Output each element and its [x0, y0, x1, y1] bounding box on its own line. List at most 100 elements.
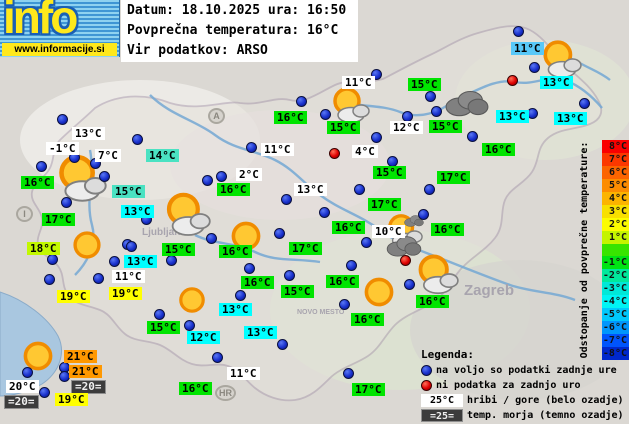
city-label: Zagreb: [464, 282, 515, 299]
station-dot-blue: [126, 241, 137, 252]
station-temp-label: 19°C: [109, 287, 142, 300]
legend-title: Legenda:: [421, 348, 474, 361]
station-temp-label: 19°C: [57, 290, 90, 303]
sun-cloud-icon: [163, 190, 211, 242]
station-temp-label: 16°C: [179, 382, 212, 395]
station-dot-blue: [467, 131, 478, 142]
station-temp-label: 16°C: [241, 276, 274, 289]
header-avg-temp-line: Povprečna temperatura: 16°C: [127, 23, 339, 38]
city-label: NOVO MESTO: [297, 309, 345, 316]
scale-cell: 6°C: [602, 165, 629, 179]
station-temp-label: 13°C: [244, 326, 277, 339]
legend-row-text: na voljo so podatki zadnje ure: [436, 365, 617, 376]
station-temp-label: 21°C: [64, 350, 97, 363]
station-temp-label: 11°C: [261, 143, 294, 156]
station-dot-blue: [529, 62, 540, 73]
country-badge-hr: HR: [215, 385, 236, 401]
scale-cell: 3°C: [602, 204, 629, 218]
station-dot-blue: [57, 114, 68, 125]
sun-icon: [361, 274, 397, 314]
header-info-box: Datum: 18.10.2025 ura: 16:50 Povprečna t…: [121, 0, 358, 62]
station-temp-label: 15°C: [327, 121, 360, 134]
station-temp-label: 12°C: [390, 121, 423, 134]
station-dot-blue: [132, 134, 143, 145]
station-temp-label: 11°C: [511, 42, 544, 55]
legend-row-text: hribi / gore (belo ozadje): [467, 395, 624, 406]
legend-row: ni podatka za zadnjo uro: [421, 378, 624, 393]
station-temp-label: 16°C: [219, 245, 252, 258]
sun-icon: [20, 338, 56, 378]
country-badge-a: A: [208, 108, 225, 124]
legend: Legenda: na voljo so podatki zadnje ure …: [421, 348, 624, 423]
station-temp-label: 13°C: [121, 205, 154, 218]
station-dot-blue: [274, 228, 285, 239]
scale-cell: -3°C: [602, 282, 629, 296]
scale-cell: -5°C: [602, 308, 629, 322]
station-dot-blue: [154, 309, 165, 320]
station-dot-blue: [39, 387, 50, 398]
station-dot-red: [507, 75, 518, 86]
station-temp-label: 11°C: [227, 367, 260, 380]
station-temp-label: 13°C: [219, 303, 252, 316]
station-dot-blue: [284, 270, 295, 281]
legend-blue-dot-icon: [421, 365, 432, 376]
station-dot-blue: [404, 279, 415, 290]
station-temp-label: =20=: [71, 380, 106, 394]
station-temp-label: 16°C: [326, 275, 359, 288]
station-dot-blue: [346, 260, 357, 271]
station-temp-label: 12°C: [187, 331, 220, 344]
legend-white-sample-box: 25°C: [421, 394, 463, 407]
legend-dark-sample-box: =25=: [421, 409, 463, 422]
sun-icon: [176, 284, 208, 320]
sun-cloud-icon: [330, 85, 370, 129]
station-temp-label: 4°C: [352, 145, 378, 158]
station-dot-blue: [93, 273, 104, 284]
station-temp-label: 14°C: [146, 149, 179, 162]
station-temp-label: 11°C: [112, 270, 145, 283]
logo-title: info: [3, 0, 78, 43]
station-temp-label: 16°C: [351, 313, 384, 326]
station-dot-blue: [361, 237, 372, 248]
station-dot-blue: [184, 320, 195, 331]
station-temp-label: 11°C: [342, 76, 375, 89]
legend-row: 25°C hribi / gore (belo ozadje): [421, 393, 624, 408]
logo-url-link[interactable]: www.informacije.si: [2, 43, 117, 56]
station-temp-label: 16°C: [332, 221, 365, 234]
station-dot-blue: [343, 368, 354, 379]
station-dot-blue: [206, 233, 217, 244]
country-badge-i: I: [16, 206, 33, 222]
station-temp-label: 16°C: [274, 111, 307, 124]
station-dot-blue: [371, 69, 382, 80]
station-temp-label: 7°C: [95, 149, 121, 162]
station-temp-label: =20=: [4, 395, 39, 409]
station-temp-label: 17°C: [352, 383, 385, 396]
station-dot-blue: [246, 142, 257, 153]
station-temp-label: 13°C: [124, 255, 157, 268]
logo: info www.informacije.si: [0, 0, 120, 57]
header-source-line: Vir podatkov: ARSO: [127, 43, 268, 58]
scale-title: Odstopanje od povprečne temperature:: [579, 141, 590, 359]
station-dot-red: [329, 148, 340, 159]
city-label: Ljubljana: [142, 227, 186, 238]
station-temp-label: 16°C: [217, 183, 250, 196]
station-temp-label: 17°C: [437, 171, 470, 184]
station-temp-label: 20°C: [6, 380, 39, 393]
scale-cell: 4°C: [602, 191, 629, 205]
station-dot-blue: [216, 171, 227, 182]
station-dot-blue: [424, 184, 435, 195]
station-dot-blue: [235, 290, 246, 301]
station-dot-red: [400, 255, 411, 266]
scale-cell: 1°C: [602, 230, 629, 244]
scale-cell: -6°C: [602, 321, 629, 335]
station-temp-label: 13°C: [540, 76, 573, 89]
scale-cell: -8°C: [602, 347, 629, 360]
station-temp-label: 17°C: [42, 213, 75, 226]
station-temp-label: 13°C: [294, 183, 327, 196]
station-temp-label: 21°C: [69, 365, 102, 378]
